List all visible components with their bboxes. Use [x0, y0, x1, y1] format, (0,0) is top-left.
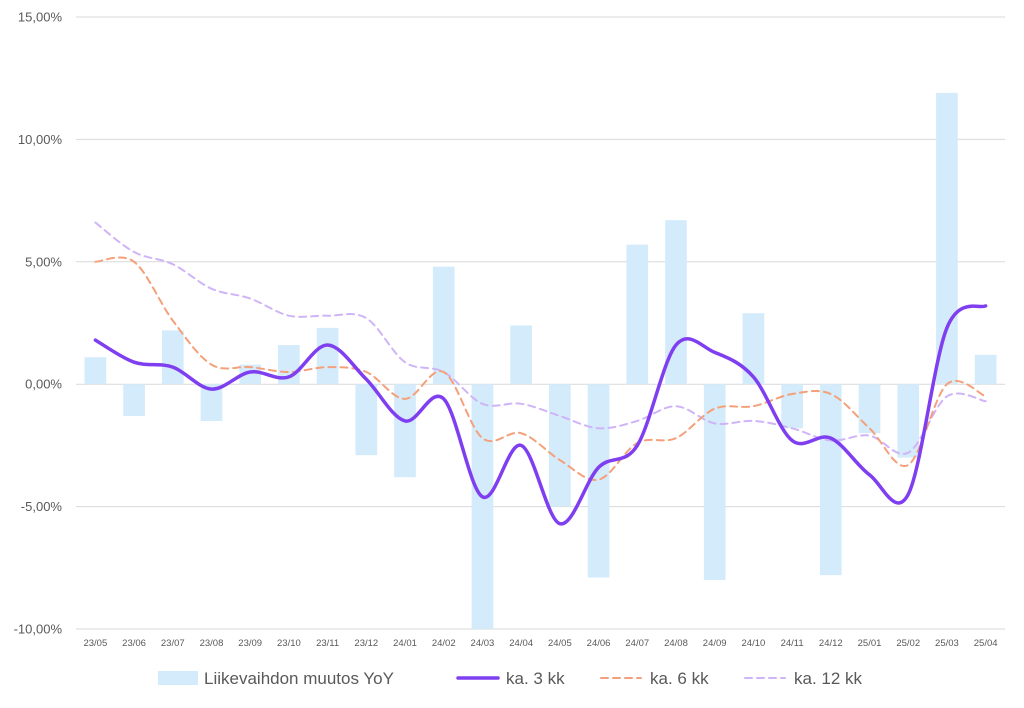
bar — [510, 325, 532, 385]
series-line-ka-3-kk — [93, 304, 988, 526]
legend: Liikevaihdon muutos YoY ka. 3 kk ka. 6 kk k… — [158, 669, 863, 688]
x-tick-label: 24/08 — [664, 638, 688, 649]
bar — [858, 384, 881, 434]
x-tick-label: 23/11 — [316, 638, 339, 649]
bar — [200, 384, 223, 421]
bar — [665, 220, 687, 385]
x-tick-label: 24/04 — [509, 638, 533, 649]
bar — [549, 384, 571, 507]
bar — [123, 384, 145, 417]
bar — [355, 384, 378, 456]
bar — [897, 384, 920, 458]
bar — [742, 313, 765, 385]
y-tick-label: 0,00% — [25, 377, 62, 392]
x-tick-label: 24/10 — [742, 638, 766, 649]
legend-label: ka. 12 kk — [794, 669, 863, 688]
bar — [936, 92, 958, 385]
bar — [432, 266, 455, 385]
x-tick-label: 23/09 — [238, 638, 262, 649]
x-tick-label: 24/02 — [432, 638, 456, 649]
y-tick-label: 10,00% — [18, 132, 63, 147]
x-tick-label: 24/07 — [625, 638, 649, 649]
y-tick-label: 15,00% — [18, 10, 63, 25]
x-tick-label: 23/12 — [354, 638, 378, 649]
bar — [703, 384, 726, 581]
x-tick-label: 24/11 — [781, 638, 804, 649]
bar — [626, 244, 649, 385]
x-tick-label: 25/04 — [974, 638, 998, 649]
y-tick-label: 5,00% — [25, 254, 62, 269]
bar — [161, 330, 184, 385]
gridlines — [76, 16, 1005, 630]
x-tick-label: 23/07 — [161, 638, 185, 649]
bar — [781, 384, 803, 429]
x-tick-label: 24/03 — [471, 638, 495, 649]
x-tick-label: 25/02 — [896, 638, 920, 649]
legend-swatch-bar — [158, 671, 198, 685]
x-tick-label: 25/03 — [935, 638, 959, 649]
x-axis-tick-labels: 23/05 23/06 23/07 23/08 23/09 23/10 23/11 23/12… — [83, 638, 997, 649]
bar — [819, 384, 842, 576]
legend-label: Liikevaihdon muutos YoY — [204, 669, 394, 688]
bar — [316, 327, 339, 385]
x-tick-label: 24/12 — [819, 638, 843, 649]
bar — [239, 364, 262, 385]
series-line-ka-12-kk — [94, 221, 987, 455]
series-line-ka-6-kk — [94, 256, 987, 481]
line-series — [93, 221, 988, 526]
y-tick-label: -10,00% — [14, 622, 63, 637]
x-tick-label: 24/09 — [703, 638, 727, 649]
bar — [587, 384, 610, 578]
x-tick-label: 23/10 — [277, 638, 301, 649]
x-tick-label: 24/05 — [548, 638, 572, 649]
x-tick-label: 24/01 — [393, 638, 417, 649]
x-tick-label: 24/06 — [587, 638, 611, 649]
legend-label: ka. 6 kk — [650, 669, 709, 688]
bar — [84, 357, 107, 385]
bar-series — [84, 92, 997, 629]
bar — [471, 384, 494, 629]
y-tick-label: -5,00% — [21, 499, 63, 514]
legend-label: ka. 3 kk — [506, 669, 565, 688]
x-tick-label: 23/08 — [200, 638, 224, 649]
bar — [394, 384, 416, 478]
y-axis-tick-labels: 15,00% 10,00% 5,00% 0,00% -5,00% -10,00% — [14, 10, 63, 637]
x-tick-label: 23/06 — [122, 638, 146, 649]
x-tick-label: 23/05 — [83, 638, 107, 649]
bar — [974, 354, 997, 385]
x-tick-label: 25/01 — [858, 638, 882, 649]
